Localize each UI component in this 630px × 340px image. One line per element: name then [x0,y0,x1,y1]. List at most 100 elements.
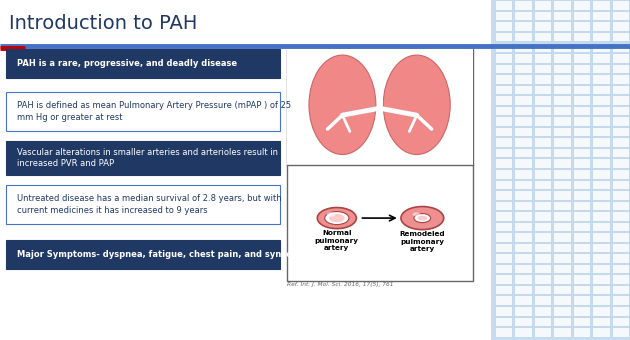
FancyBboxPatch shape [592,232,610,242]
FancyBboxPatch shape [612,137,629,147]
Text: Remodeled
pulmonary
artery: Remodeled pulmonary artery [399,231,445,252]
FancyBboxPatch shape [534,21,551,31]
FancyBboxPatch shape [592,95,610,105]
FancyBboxPatch shape [573,158,590,168]
FancyBboxPatch shape [612,11,629,20]
Text: Introduction to PAH: Introduction to PAH [9,14,198,33]
FancyBboxPatch shape [612,32,629,41]
FancyBboxPatch shape [514,264,532,273]
FancyBboxPatch shape [6,49,280,78]
FancyBboxPatch shape [514,42,532,52]
FancyBboxPatch shape [612,232,629,242]
FancyBboxPatch shape [287,49,472,280]
Text: Untreated disease has a median survival of 2.8 years, but with
current medicines: Untreated disease has a median survival … [17,194,282,215]
FancyBboxPatch shape [553,53,571,63]
FancyBboxPatch shape [592,127,610,136]
FancyBboxPatch shape [612,264,629,273]
FancyBboxPatch shape [573,285,590,294]
FancyBboxPatch shape [612,306,629,316]
FancyBboxPatch shape [553,190,571,200]
FancyBboxPatch shape [514,327,532,337]
FancyBboxPatch shape [495,306,512,316]
Circle shape [418,216,427,221]
FancyBboxPatch shape [514,127,532,136]
FancyBboxPatch shape [553,306,571,316]
FancyBboxPatch shape [495,243,512,252]
FancyBboxPatch shape [612,0,629,10]
FancyBboxPatch shape [553,11,571,20]
FancyBboxPatch shape [514,85,532,94]
FancyBboxPatch shape [514,0,532,10]
FancyBboxPatch shape [534,253,551,263]
FancyBboxPatch shape [592,253,610,263]
FancyBboxPatch shape [592,169,610,178]
FancyBboxPatch shape [592,243,610,252]
FancyBboxPatch shape [573,53,590,63]
FancyBboxPatch shape [534,243,551,252]
FancyBboxPatch shape [491,0,630,340]
FancyBboxPatch shape [495,253,512,263]
FancyBboxPatch shape [573,95,590,105]
Circle shape [318,207,357,228]
FancyBboxPatch shape [553,201,571,210]
FancyBboxPatch shape [592,85,610,94]
FancyBboxPatch shape [514,169,532,178]
FancyBboxPatch shape [573,32,590,41]
FancyBboxPatch shape [612,42,629,52]
FancyBboxPatch shape [573,264,590,273]
FancyBboxPatch shape [514,148,532,157]
FancyBboxPatch shape [573,74,590,84]
FancyBboxPatch shape [573,190,590,200]
FancyBboxPatch shape [573,127,590,136]
FancyBboxPatch shape [573,295,590,305]
Text: Ref. Int. J. Mol. Sci. 2016, 17(5), 761: Ref. Int. J. Mol. Sci. 2016, 17(5), 761 [287,282,393,287]
FancyBboxPatch shape [553,85,571,94]
FancyBboxPatch shape [573,11,590,20]
FancyBboxPatch shape [495,85,512,94]
FancyBboxPatch shape [534,327,551,337]
FancyBboxPatch shape [534,137,551,147]
FancyBboxPatch shape [573,253,590,263]
FancyBboxPatch shape [534,222,551,231]
FancyBboxPatch shape [553,243,571,252]
FancyBboxPatch shape [612,190,629,200]
FancyBboxPatch shape [612,201,629,210]
FancyBboxPatch shape [612,211,629,221]
FancyBboxPatch shape [534,42,551,52]
FancyBboxPatch shape [592,180,610,189]
FancyBboxPatch shape [612,295,629,305]
FancyBboxPatch shape [573,106,590,115]
FancyBboxPatch shape [573,211,590,221]
FancyBboxPatch shape [495,295,512,305]
FancyBboxPatch shape [534,158,551,168]
FancyBboxPatch shape [553,285,571,294]
FancyBboxPatch shape [534,106,551,115]
Ellipse shape [309,55,376,154]
FancyBboxPatch shape [495,32,512,41]
FancyBboxPatch shape [592,190,610,200]
FancyBboxPatch shape [514,201,532,210]
FancyBboxPatch shape [573,0,590,10]
FancyBboxPatch shape [612,85,629,94]
Circle shape [327,212,335,217]
FancyBboxPatch shape [495,148,512,157]
FancyBboxPatch shape [553,64,571,73]
FancyBboxPatch shape [573,201,590,210]
Circle shape [329,214,345,222]
FancyBboxPatch shape [573,306,590,316]
FancyBboxPatch shape [6,185,280,224]
FancyBboxPatch shape [514,253,532,263]
FancyBboxPatch shape [612,222,629,231]
FancyBboxPatch shape [592,285,610,294]
FancyBboxPatch shape [514,317,532,326]
FancyBboxPatch shape [495,137,512,147]
FancyBboxPatch shape [592,148,610,157]
FancyBboxPatch shape [612,158,629,168]
FancyBboxPatch shape [495,264,512,273]
FancyBboxPatch shape [6,240,280,269]
FancyBboxPatch shape [514,211,532,221]
FancyBboxPatch shape [287,49,472,165]
FancyBboxPatch shape [553,253,571,263]
FancyBboxPatch shape [573,64,590,73]
FancyBboxPatch shape [553,327,571,337]
